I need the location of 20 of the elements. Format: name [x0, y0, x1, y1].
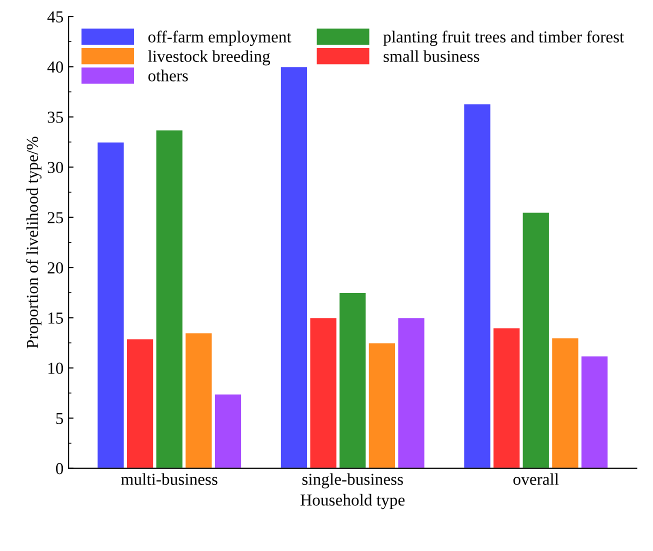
y-tick-label: 25: [48, 212, 64, 224]
y-axis-title: Proportion of livelihood type/%: [26, 136, 42, 348]
legend-label: planting fruit trees and timber forest: [383, 30, 624, 46]
y-tick-label: 5: [56, 413, 64, 424]
legend-label: off-farm employment: [148, 30, 292, 46]
y-tick-label: 35: [48, 112, 64, 123]
y-tick-label: 30: [48, 162, 64, 174]
y-tick-label: 40: [47, 61, 64, 73]
x-axis-title: Household type: [300, 494, 405, 510]
y-tick-label: 15: [48, 312, 64, 324]
y-tick-label: 20: [48, 262, 64, 274]
x-tick-label: single-business: [302, 473, 403, 488]
legend-label: others: [148, 70, 188, 82]
x-tick-label: multi-business: [121, 473, 218, 485]
y-tick-label: 45: [47, 11, 64, 22]
y-tick-label: 10: [48, 362, 64, 374]
x-tick-label: overall: [513, 473, 559, 485]
legend-label: small business: [384, 50, 480, 62]
y-tick-label: 0: [56, 463, 64, 474]
legend-label: livestock breeding: [148, 50, 270, 66]
